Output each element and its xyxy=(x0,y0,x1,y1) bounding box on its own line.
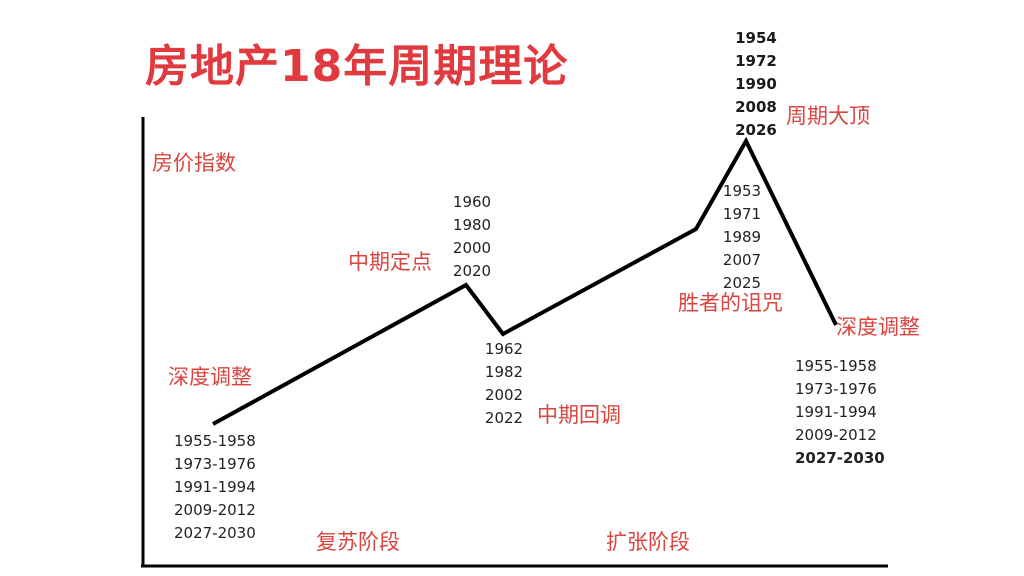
year-item: 2022 xyxy=(484,409,524,427)
year-item: 2025 xyxy=(722,274,762,292)
phase-recovery: 复苏阶段 xyxy=(316,530,400,554)
year-item: 2020 xyxy=(452,262,492,280)
label-mid-dip: 中期回调 xyxy=(537,403,621,427)
year-item: 1960 xyxy=(452,193,492,211)
label-mid-peak: 中期定点 xyxy=(348,250,432,274)
phase-expansion: 扩张阶段 xyxy=(606,530,690,554)
y-axis-label: 房价指数 xyxy=(152,151,236,175)
year-item: 2009-2012 xyxy=(174,501,256,519)
years-mid-peak: 1960 1980 2000 2020 xyxy=(452,191,492,283)
cycle-line xyxy=(212,136,838,426)
year-item: 2007 xyxy=(722,251,762,269)
page-title: 房地产18年周期理论 xyxy=(145,41,569,92)
year-item: 1953 xyxy=(722,182,762,200)
year-item: 1989 xyxy=(722,228,762,246)
year-item: 2026 xyxy=(735,121,777,139)
label-end-deep-adjustment: 深度调整 xyxy=(836,315,920,339)
year-item: 1955-1958 xyxy=(795,357,877,375)
year-item: 1982 xyxy=(484,363,524,381)
years-mid-dip: 1962 1982 2002 2022 xyxy=(484,338,524,430)
year-item: 1991-1994 xyxy=(174,478,256,496)
year-item: 2027-2030 xyxy=(795,449,885,467)
label-cycle-top: 周期大顶 xyxy=(786,104,870,128)
years-start: 1955-1958 1973-1976 1991-1994 2009-2012 … xyxy=(174,430,256,545)
label-winners-curse: 胜者的诅咒 xyxy=(678,291,783,315)
year-item: 2000 xyxy=(452,239,492,257)
year-item: 1972 xyxy=(735,52,777,70)
year-item: 1955-1958 xyxy=(174,432,256,450)
year-item: 1962 xyxy=(484,340,524,358)
years-top: 1954 1972 1990 2008 2026 xyxy=(734,27,778,142)
year-item: 1973-1976 xyxy=(795,380,877,398)
year-item: 2008 xyxy=(735,98,777,116)
year-item: 2027-2030 xyxy=(174,524,256,542)
year-item: 2002 xyxy=(484,386,524,404)
year-item: 2009-2012 xyxy=(795,426,877,444)
year-item: 1971 xyxy=(722,205,762,223)
label-start-deep-adjustment: 深度调整 xyxy=(168,365,252,389)
year-item: 1973-1976 xyxy=(174,455,256,473)
years-end: 1955-1958 1973-1976 1991-1994 2009-2012 … xyxy=(795,355,885,470)
years-curse: 1953 1971 1989 2007 2025 xyxy=(720,180,764,295)
year-item: 1991-1994 xyxy=(795,403,877,421)
year-item: 1990 xyxy=(735,75,777,93)
year-item: 1954 xyxy=(735,29,777,47)
year-item: 1980 xyxy=(452,216,492,234)
